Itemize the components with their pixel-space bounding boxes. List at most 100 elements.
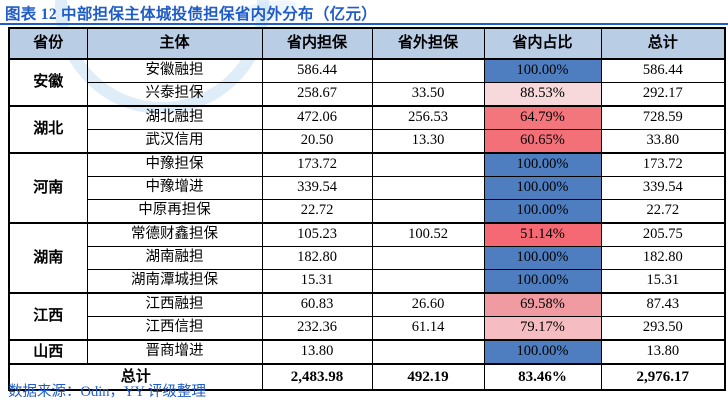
total-cell: 33.80 xyxy=(600,129,726,154)
in-province-cell: 105.23 xyxy=(261,222,373,247)
in-province-cell: 13.80 xyxy=(261,339,373,365)
total-cell: 22.72 xyxy=(600,199,726,224)
out-province-cell xyxy=(371,58,485,83)
col-header-total: 总计 xyxy=(600,27,726,60)
total-label: 总计 xyxy=(8,363,263,391)
entity-cell: 中豫担保 xyxy=(86,152,263,177)
total-in-province-value: 2,483.98 xyxy=(261,363,373,391)
total-cell: 15.31 xyxy=(600,269,726,294)
province-cell: 安徽 xyxy=(8,58,88,107)
out-province-cell xyxy=(371,199,485,224)
out-province-cell: 100.52 xyxy=(371,222,485,247)
total-cell: 339.54 xyxy=(600,176,726,200)
entity-cell: 安徽融担 xyxy=(86,58,263,83)
province-cell: 湖北 xyxy=(8,105,88,154)
entity-cell: 武汉信用 xyxy=(86,129,263,154)
col-header-province: 省份 xyxy=(8,27,88,60)
total-pct-value: 83.46% xyxy=(483,363,602,391)
in-province-cell: 339.54 xyxy=(261,176,373,200)
total-cell: 173.72 xyxy=(600,152,726,177)
pct-cell: 100.00% xyxy=(483,176,602,200)
col-header-entity: 主体 xyxy=(86,27,263,60)
out-province-cell: 256.53 xyxy=(371,105,485,130)
entity-cell: 湖北融担 xyxy=(86,105,263,130)
table-row: 河南 中豫担保 173.72 100.00% 173.72 xyxy=(8,152,726,224)
table-row: 江西信担 232.36 61.14 79.17% 293.50 xyxy=(9,316,726,341)
pct-cell: 100.00% xyxy=(483,246,602,270)
entity-cell: 中豫增进 xyxy=(86,176,263,200)
col-header-in-province: 省内担保 xyxy=(261,27,373,60)
total-cell: 205.75 xyxy=(600,222,726,247)
total-out-province-value: 492.19 xyxy=(371,363,485,391)
total-sum-value: 2,976.17 xyxy=(600,363,726,391)
out-province-cell: 33.50 xyxy=(371,82,485,107)
table-row: 中原再担保 22.72 100.00% 22.72 xyxy=(9,199,726,224)
out-province-cell: 61.14 xyxy=(371,316,485,341)
col-header-pct: 省内占比 xyxy=(483,27,602,60)
table-row: 湖南潭城担保 15.31 100.00% 15.31 xyxy=(9,269,726,294)
entity-cell: 晋商增进 xyxy=(86,339,263,365)
out-province-cell xyxy=(371,246,485,270)
guarantee-table: 省份 主体 省内担保 省外担保 省内占比 总计 安徽 安徽融担 586.44 100.… xyxy=(8,27,726,391)
figure-title: 图表 12 中部担保主体城投债担保省内外分布（亿元） xyxy=(5,6,378,23)
in-province-cell: 15.31 xyxy=(261,269,373,294)
province-cell: 湖南 xyxy=(8,222,88,294)
out-province-cell: 26.60 xyxy=(371,292,485,317)
table-body: 安徽 安徽融担 586.44 100.00% 586.44 兴泰担保 258.67 33.50… xyxy=(8,58,726,365)
in-province-cell: 60.83 xyxy=(261,292,373,317)
table-row: 湖北 湖北融担 472.06 256.53 64.79% 728.59 xyxy=(8,105,726,154)
table-row: 湖南 常德财鑫担保 105.23 100.52 51.14% 205.75 xyxy=(8,222,726,294)
in-province-cell: 22.72 xyxy=(261,199,373,224)
total-cell: 182.80 xyxy=(600,246,726,270)
province-cell: 河南 xyxy=(8,152,88,224)
in-province-cell: 20.50 xyxy=(261,129,373,154)
in-province-cell: 182.80 xyxy=(261,246,373,270)
entity-cell: 常德财鑫担保 xyxy=(86,222,263,247)
entity-cell: 湖南潭城担保 xyxy=(86,269,263,294)
pct-cell: 100.00% xyxy=(483,152,602,177)
out-province-cell xyxy=(371,339,485,365)
pct-cell: 100.00% xyxy=(483,269,602,294)
total-cell: 728.59 xyxy=(600,105,726,130)
pct-cell: 100.00% xyxy=(483,199,602,224)
title-underline xyxy=(0,23,728,25)
pct-cell: 51.14% xyxy=(483,222,602,247)
header-row: 省份 主体 省内担保 省外担保 省内占比 总计 xyxy=(8,27,726,60)
out-province-cell xyxy=(371,176,485,200)
out-province-cell: 13.30 xyxy=(371,129,485,154)
pct-cell: 79.17% xyxy=(483,316,602,341)
total-cell: 13.80 xyxy=(600,339,726,365)
col-header-out-province: 省外担保 xyxy=(371,27,485,60)
pct-cell: 100.00% xyxy=(483,339,602,365)
pct-cell: 69.58% xyxy=(483,292,602,317)
table-row: 江西 江西融担 60.83 26.60 69.58% 87.43 xyxy=(8,292,726,341)
out-province-cell xyxy=(371,152,485,177)
out-province-cell xyxy=(371,269,485,294)
total-cell: 586.44 xyxy=(600,58,726,83)
table-row: 中豫增进 339.54 100.00% 339.54 xyxy=(9,176,726,200)
total-cell: 293.50 xyxy=(600,316,726,341)
table-row: 安徽 安徽融担 586.44 100.00% 586.44 xyxy=(8,58,726,107)
in-province-cell: 232.36 xyxy=(261,316,373,341)
in-province-cell: 258.67 xyxy=(261,82,373,107)
in-province-cell: 173.72 xyxy=(261,152,373,177)
table-row: 兴泰担保 258.67 33.50 88.53% 292.17 xyxy=(9,82,726,107)
pct-cell: 100.00% xyxy=(483,58,602,83)
in-province-cell: 586.44 xyxy=(261,58,373,83)
entity-cell: 湖南融担 xyxy=(86,246,263,270)
table-row: 湖南融担 182.80 100.00% 182.80 xyxy=(9,246,726,270)
total-cell: 292.17 xyxy=(600,82,726,107)
pct-cell: 64.79% xyxy=(483,105,602,130)
province-cell: 江西 xyxy=(8,292,88,341)
entity-cell: 江西信担 xyxy=(86,316,263,341)
total-cell: 87.43 xyxy=(600,292,726,317)
table-row: 山西 晋商增进 13.80 100.00% 13.80 xyxy=(8,339,726,365)
province-cell: 山西 xyxy=(8,339,88,365)
total-row: 总计 2,483.98 492.19 83.46% 2,976.17 xyxy=(8,363,726,391)
pct-cell: 60.65% xyxy=(483,129,602,154)
in-province-cell: 472.06 xyxy=(261,105,373,130)
pct-cell: 88.53% xyxy=(483,82,602,107)
table-row: 武汉信用 20.50 13.30 60.65% 33.80 xyxy=(9,129,726,154)
entity-cell: 中原再担保 xyxy=(86,199,263,224)
data-source: 数据来源：Odin，YY 评级整理 xyxy=(8,384,207,400)
